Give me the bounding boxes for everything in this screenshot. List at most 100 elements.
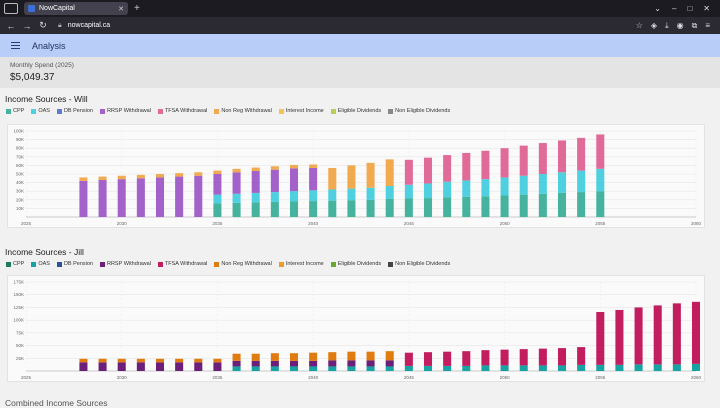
- reload-icon[interactable]: ↻: [39, 20, 47, 30]
- jill-bar-2044-non-reg-withdrawal[interactable]: [385, 351, 394, 361]
- will-bar-2037-cpp[interactable]: [251, 202, 260, 217]
- jill-bar-2040-non-reg-withdrawal[interactable]: [309, 352, 318, 361]
- will-bar-2046-cpp[interactable]: [423, 198, 433, 217]
- jill-bar-2050-oas[interactable]: [500, 365, 509, 371]
- will-bar-2047-cpp[interactable]: [443, 197, 452, 217]
- will-bar-2053-cpp[interactable]: [557, 192, 567, 217]
- jill-bar-2033-non-reg-withdrawal[interactable]: [175, 358, 184, 363]
- maximize-icon[interactable]: □: [687, 4, 693, 13]
- will-bar-2041-cpp[interactable]: [328, 200, 337, 217]
- jill-bar-2029-rrsp-withdrawal[interactable]: [98, 362, 107, 371]
- will-bar-2036-rrsp-withdrawal[interactable]: [232, 172, 241, 194]
- will-bar-2055-oas[interactable]: [596, 168, 605, 192]
- tab-overview-icon[interactable]: [4, 3, 18, 14]
- jill-bar-2035-non-reg-withdrawal[interactable]: [213, 358, 222, 363]
- jill-bar-2060-tfsa-withdrawal[interactable]: [691, 301, 701, 364]
- jill-bar-2049-tfsa-withdrawal[interactable]: [481, 350, 490, 366]
- jill-bar-2031-non-reg-withdrawal[interactable]: [136, 358, 145, 363]
- jill-bar-2028-rrsp-withdrawal[interactable]: [79, 362, 88, 371]
- will-bar-2051-oas[interactable]: [519, 175, 528, 195]
- jill-bar-2039-non-reg-withdrawal[interactable]: [289, 353, 299, 361]
- will-bar-2038-rrsp-withdrawal[interactable]: [270, 169, 279, 193]
- will-bar-2042-cpp[interactable]: [347, 200, 356, 217]
- jill-bar-2046-oas[interactable]: [423, 365, 433, 371]
- will-bar-2030-non-reg-withdrawal[interactable]: [117, 175, 126, 180]
- jill-bar-2038-oas[interactable]: [270, 366, 279, 371]
- will-bar-2038-non-reg-withdrawal[interactable]: [270, 166, 279, 170]
- jill-bar-2056-tfsa-withdrawal[interactable]: [615, 309, 624, 365]
- will-bar-2041-oas[interactable]: [328, 189, 337, 201]
- will-bar-2047-oas[interactable]: [443, 181, 452, 198]
- jill-bar-2037-non-reg-withdrawal[interactable]: [251, 353, 260, 361]
- will-bar-2040-oas[interactable]: [309, 190, 318, 202]
- jill-bar-2039-oas[interactable]: [289, 366, 299, 371]
- will-bar-2039-cpp[interactable]: [289, 201, 299, 217]
- will-bar-2037-non-reg-withdrawal[interactable]: [251, 167, 260, 171]
- will-bar-2035-oas[interactable]: [213, 194, 222, 204]
- will-bar-2050-cpp[interactable]: [500, 195, 509, 218]
- will-bar-2034-non-reg-withdrawal[interactable]: [194, 172, 203, 176]
- will-bar-2049-tfsa-withdrawal[interactable]: [481, 150, 490, 180]
- will-legend-item-eligible-dividends[interactable]: Eligible Dividends: [330, 108, 381, 114]
- jill-bar-2053-tfsa-withdrawal[interactable]: [557, 348, 567, 366]
- jill-bar-2040-rrsp-withdrawal[interactable]: [309, 360, 318, 367]
- jill-bar-2043-oas[interactable]: [366, 366, 375, 371]
- jill-legend-item-tfsa-withdrawal[interactable]: TFSA Withdrawal: [157, 261, 207, 267]
- jill-bar-2034-rrsp-withdrawal[interactable]: [194, 362, 203, 371]
- download-icon[interactable]: ⤓: [665, 20, 669, 30]
- menu-icon[interactable]: ≡: [705, 20, 710, 30]
- will-bar-2053-tfsa-withdrawal[interactable]: [557, 140, 567, 173]
- will-bar-2044-cpp[interactable]: [385, 198, 394, 217]
- will-bar-2036-non-reg-withdrawal[interactable]: [232, 168, 241, 173]
- will-legend-item-db-pension[interactable]: DB Pension: [56, 108, 93, 114]
- will-bar-2054-cpp[interactable]: [577, 192, 586, 217]
- will-bar-2048-oas[interactable]: [462, 180, 471, 197]
- jill-legend-item-cpp[interactable]: CPP: [6, 261, 24, 267]
- jill-legend-item-non-reg-withdrawal[interactable]: Non Reg Withdrawal: [214, 261, 272, 267]
- close-window-icon[interactable]: ✕: [703, 4, 710, 13]
- jill-legend-item-eligible-dividends[interactable]: Eligible Dividends: [330, 261, 381, 267]
- will-bar-2046-oas[interactable]: [423, 183, 433, 199]
- jill-bar-2032-non-reg-withdrawal[interactable]: [155, 358, 165, 363]
- minimize-icon[interactable]: –: [672, 4, 677, 13]
- will-legend-item-tfsa-withdrawal[interactable]: TFSA Withdrawal: [157, 108, 207, 114]
- close-tab-icon[interactable]: ✕: [118, 5, 124, 13]
- will-bar-2029-rrsp-withdrawal[interactable]: [98, 180, 107, 217]
- will-bar-2043-cpp[interactable]: [366, 199, 375, 217]
- back-icon[interactable]: ←: [6, 20, 16, 31]
- forward-icon[interactable]: →: [22, 20, 32, 31]
- jill-bar-2037-rrsp-withdrawal[interactable]: [251, 360, 260, 367]
- will-bar-2047-tfsa-withdrawal[interactable]: [443, 155, 452, 182]
- will-bar-2037-oas[interactable]: [251, 192, 260, 203]
- jill-bar-2054-tfsa-withdrawal[interactable]: [577, 347, 586, 365]
- jill-legend-item-interest-income[interactable]: Interest Income: [278, 261, 324, 267]
- jill-bar-2036-non-reg-withdrawal[interactable]: [232, 353, 241, 361]
- will-bar-2040-non-reg-withdrawal[interactable]: [309, 164, 318, 168]
- will-bar-2052-cpp[interactable]: [538, 193, 547, 217]
- jill-bar-2049-oas[interactable]: [481, 365, 490, 371]
- jill-bar-2038-rrsp-withdrawal[interactable]: [270, 360, 279, 367]
- will-bar-2048-tfsa-withdrawal[interactable]: [462, 152, 471, 181]
- extensions-icon[interactable]: ⧉: [691, 20, 698, 30]
- will-bar-2055-cpp[interactable]: [596, 191, 605, 217]
- jill-bar-2036-oas[interactable]: [232, 366, 241, 371]
- jill-bar-2030-non-reg-withdrawal[interactable]: [117, 358, 126, 363]
- jill-bar-2042-rrsp-withdrawal[interactable]: [347, 360, 356, 367]
- will-bar-2036-cpp[interactable]: [232, 202, 241, 217]
- will-bar-2043-non-reg-withdrawal[interactable]: [366, 162, 375, 188]
- will-bar-2039-non-reg-withdrawal[interactable]: [289, 164, 299, 169]
- jill-bar-2043-non-reg-withdrawal[interactable]: [366, 351, 375, 361]
- jill-bar-2045-oas[interactable]: [404, 365, 413, 371]
- jill-legend-item-oas[interactable]: OAS: [31, 261, 50, 267]
- jill-bar-2043-rrsp-withdrawal[interactable]: [366, 360, 375, 367]
- jill-legend-item-non-eligible-dividends[interactable]: Non Eligible Dividends: [388, 261, 450, 267]
- will-bar-2039-rrsp-withdrawal[interactable]: [289, 168, 299, 192]
- will-bar-2032-rrsp-withdrawal[interactable]: [155, 177, 165, 217]
- jill-bar-2044-rrsp-withdrawal[interactable]: [385, 360, 394, 367]
- will-bar-2038-cpp[interactable]: [270, 201, 279, 217]
- will-bar-2045-tfsa-withdrawal[interactable]: [404, 159, 413, 185]
- will-legend-item-interest-income[interactable]: Interest Income: [278, 108, 324, 114]
- jill-bar-2052-oas[interactable]: [538, 365, 547, 371]
- will-bar-2054-tfsa-withdrawal[interactable]: [577, 137, 586, 171]
- jill-bar-2047-tfsa-withdrawal[interactable]: [443, 351, 452, 366]
